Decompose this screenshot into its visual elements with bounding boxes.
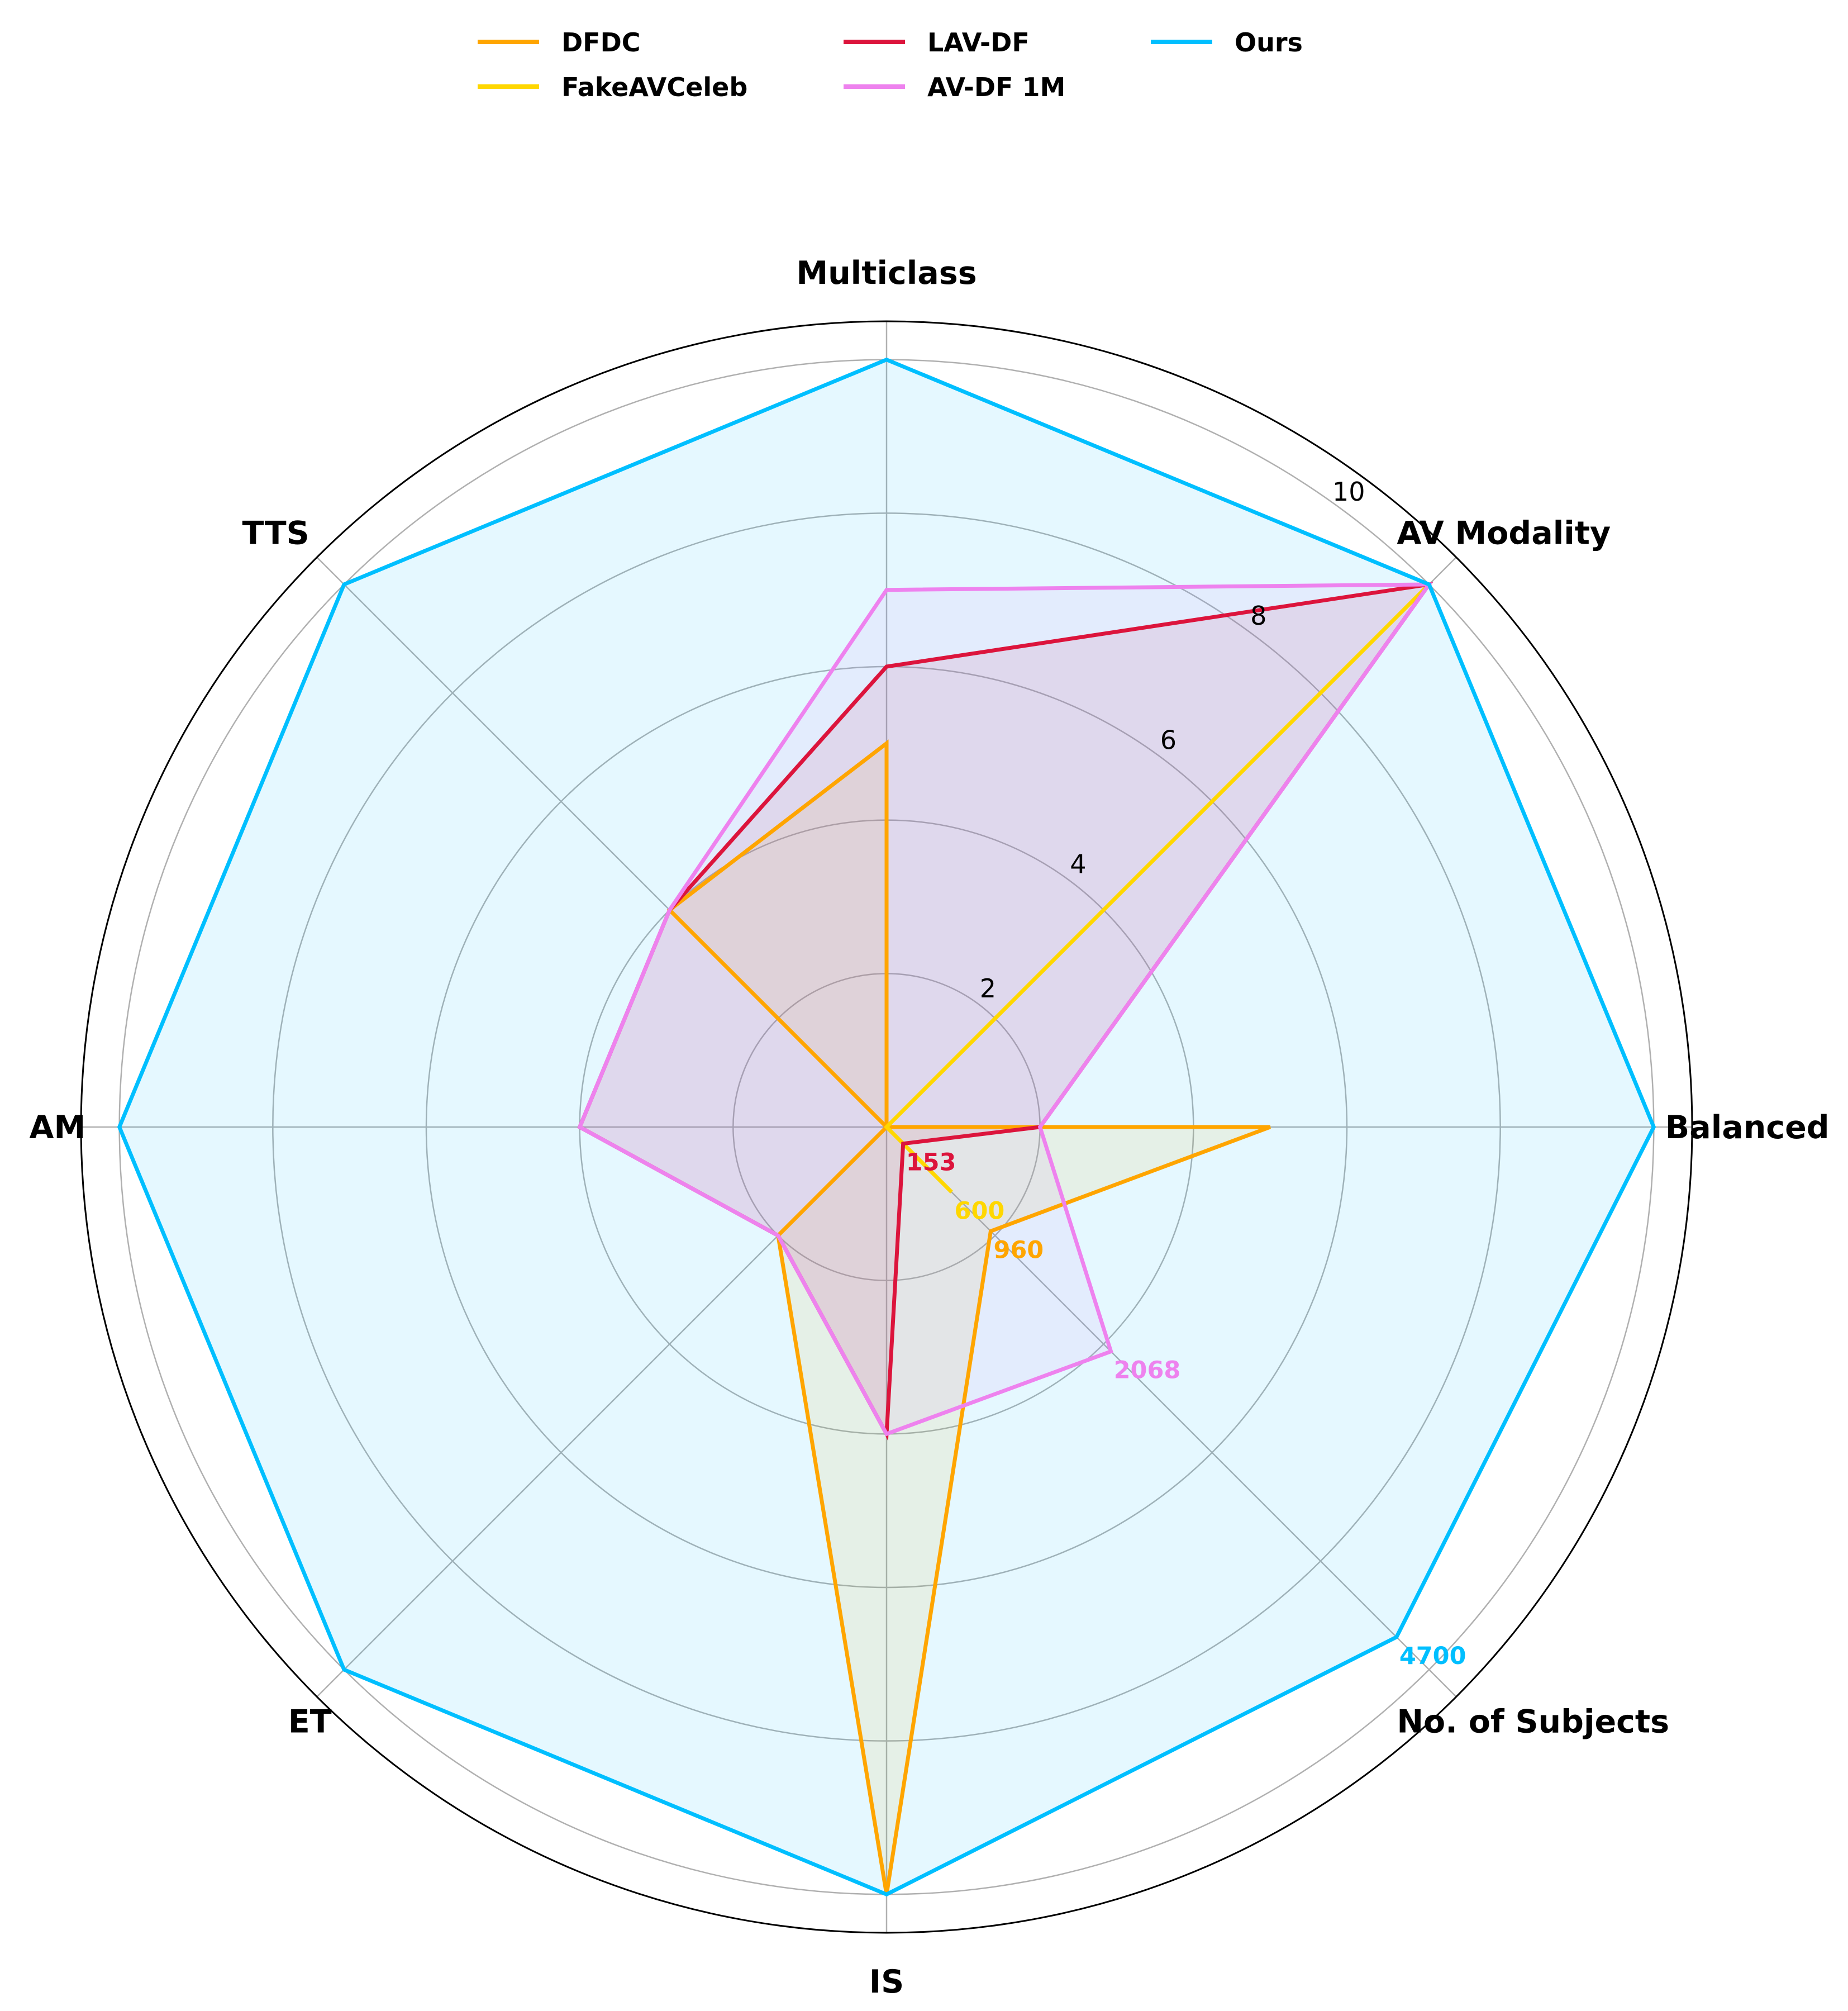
series-lines	[117, 357, 1656, 1897]
series-line-av-df-1m	[577, 582, 1433, 1437]
legend-label-lav-df: LAV-DF	[927, 27, 1030, 58]
axis-label-is: IS	[869, 1964, 904, 2000]
radial-tick-labels: 2 4 6 8 10	[980, 477, 1365, 1004]
outer-frame	[80, 320, 1693, 1934]
axis-label-av-modality: AV Modality	[1397, 515, 1611, 552]
legend: DFDC FakeAVCeleb LAV-DF AV-DF 1M Ours	[478, 27, 1303, 102]
axis-label-multiclass: Multiclass	[796, 255, 977, 292]
axis-label-tts: TTS	[242, 515, 309, 552]
legend-label-dfdc: DFDC	[561, 27, 641, 58]
r-tick-label: 10	[1332, 477, 1365, 507]
subject-count-av-df-1m: 2068	[1114, 1357, 1181, 1385]
series-line-fakeavceleb	[884, 583, 1431, 1194]
legend-label-av-df-1m: AV-DF 1M	[927, 72, 1065, 102]
r-tick-label: 6	[1160, 725, 1177, 755]
legend-label-ours: Ours	[1235, 27, 1303, 58]
axis-label-no-of-subjects: No. of Subjects	[1397, 1703, 1669, 1740]
subject-count-fakeavceleb: 600	[955, 1197, 1005, 1225]
series-line-ours	[117, 357, 1656, 1897]
subject-count-dfdc: 960	[993, 1236, 1044, 1264]
r-tick-label: 4	[1070, 849, 1086, 879]
r-tick-label: 2	[980, 973, 996, 1004]
series-fill-dfdc	[669, 743, 1270, 1895]
r-tick-label: 8	[1250, 601, 1266, 631]
subject-count-lav-df: 153	[906, 1149, 956, 1177]
subject-count-ours: 4700	[1399, 1642, 1466, 1670]
axis-label-balanced: Balanced	[1665, 1109, 1830, 1146]
axis-label-et: ET	[288, 1703, 332, 1740]
axis-label-am: AM	[29, 1109, 85, 1146]
subject-count-labels: 960 600 153 2068 4700	[906, 1149, 1466, 1670]
axis-labels: Multiclass AV Modality Balanced No. of Subj…	[29, 255, 1829, 2000]
legend-label-fakeavceleb: FakeAVCeleb	[561, 72, 747, 102]
grid-spoke	[886, 1126, 1457, 1698]
